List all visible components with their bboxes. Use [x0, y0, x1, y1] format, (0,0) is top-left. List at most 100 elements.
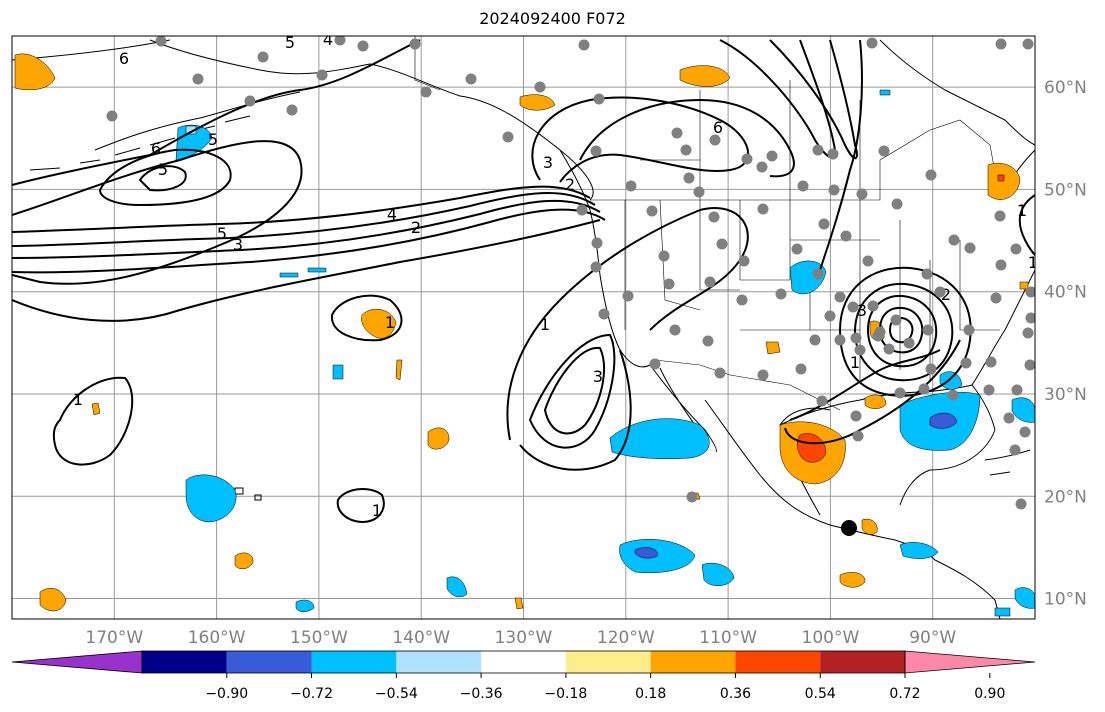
station-marker: [155, 36, 167, 47]
contour-line: [789, 349, 941, 421]
station-marker: [649, 358, 661, 370]
station-marker: [840, 230, 852, 242]
contour-label: 1: [850, 353, 860, 372]
fill-strong-negative: [634, 547, 658, 559]
fill-negative: [994, 607, 1011, 617]
station-marker: [947, 389, 959, 401]
station-marker: [704, 276, 716, 288]
coastline-aleutians: [29, 115, 251, 171]
station-marker: [590, 145, 602, 157]
lat-tick-label: 60°N: [1044, 78, 1087, 98]
fill-negative: [279, 272, 299, 278]
colorbar-segment: [311, 651, 397, 673]
colorbar-tick-labels: −0.90 −0.72 −0.54 −0.36 −0.18 0.18 0.36 0.54 0.7…: [205, 686, 1005, 702]
station-marker: [192, 73, 204, 85]
contour-line: [12, 185, 591, 233]
colorbar-segment: [481, 651, 566, 673]
fill-positive: [765, 341, 781, 355]
station-marker: [576, 204, 588, 216]
contour-label: 3: [593, 367, 603, 386]
station-marker: [960, 357, 972, 369]
fill-positive: [679, 65, 731, 87]
station-marker: [736, 294, 748, 306]
coastline-east: [879, 39, 1035, 386]
alaska-border: [414, 36, 441, 91]
map-title: 2024092400 F072: [479, 9, 626, 28]
station-marker: [257, 51, 269, 63]
contour-line: [838, 266, 972, 397]
station-marker: [964, 242, 976, 254]
contour-line: [98, 148, 232, 207]
contour-line: [52, 376, 134, 466]
fill-positive: [514, 597, 524, 610]
political-borders: [414, 36, 1001, 411]
fill-positive: [395, 359, 403, 381]
station-marker: [812, 268, 824, 280]
colorbar-segment: [820, 651, 905, 673]
fill-positive: [864, 394, 887, 409]
contour-line: [853, 282, 954, 382]
station-marker: [985, 356, 997, 368]
fill-positive: [14, 53, 56, 91]
colorbar-tick-label: 0.90: [974, 686, 1005, 702]
station-marker: [693, 186, 705, 198]
map-frame: [11, 35, 1036, 620]
station-marker: [738, 255, 750, 267]
fill-negative: [701, 562, 735, 586]
fill-strong-negative: [929, 412, 958, 429]
station-marker: [866, 37, 878, 49]
station-marker: [578, 39, 590, 51]
colorbar-tick-label: −0.72: [290, 686, 333, 702]
contour-line: [12, 208, 606, 274]
station-marker: [741, 153, 753, 165]
fill-negative: [1014, 587, 1035, 609]
contour-label: 6: [151, 139, 161, 158]
lat-tick-label: 40°N: [1044, 283, 1087, 303]
contour-line: [12, 219, 601, 322]
fill-positive: [839, 572, 866, 588]
station-marker: [809, 334, 821, 346]
station-marker: [625, 180, 637, 192]
station-marker: [995, 259, 1007, 271]
station-marker: [590, 261, 602, 273]
station-marker: [502, 131, 514, 143]
fill-positive: [519, 94, 556, 111]
contour-line: [543, 346, 606, 435]
lat-tick-label: 10°N: [1044, 590, 1087, 610]
lon-tick-label: 100°W: [802, 628, 860, 648]
station-marker: [883, 343, 895, 355]
station-marker: [963, 324, 975, 336]
station-marker: [856, 188, 868, 200]
station-marker: [1009, 444, 1021, 456]
contour-label: 1: [385, 313, 395, 332]
lat-tick-label: 20°N: [1044, 487, 1087, 507]
contour-label: 5: [208, 130, 218, 149]
contour-line: [330, 294, 403, 342]
station-marker: [1022, 38, 1034, 50]
us-canada-border: [590, 119, 1001, 201]
contour-label: 4: [387, 205, 397, 224]
station-marker: [874, 326, 886, 338]
contour-label: 3: [543, 153, 553, 172]
contour-label: 1: [372, 501, 382, 520]
station-marker: [646, 205, 658, 217]
station-marker: [756, 161, 768, 173]
lon-tick-label: 110°W: [699, 628, 757, 648]
colorbar-segment: [735, 651, 821, 673]
station-marker: [850, 332, 862, 344]
station-marker: [766, 150, 778, 162]
contour-line: [336, 488, 385, 524]
fill-positive: [861, 518, 878, 535]
longitude-tick-labels: 170°W 160°W 150°W 140°W 130°W 120°W 110°W 100°W…: [85, 628, 956, 648]
contour-line: [819, 39, 863, 271]
station-marker: [680, 144, 692, 156]
contour-line: [12, 39, 421, 186]
station-marker: [757, 369, 769, 381]
station-marker: [891, 198, 903, 210]
station-marker: [1019, 426, 1031, 438]
fill-strong-positive: [797, 433, 827, 463]
station-marker: [716, 238, 728, 250]
contour-label: 2: [941, 285, 951, 304]
contour-label: 6: [713, 118, 723, 137]
